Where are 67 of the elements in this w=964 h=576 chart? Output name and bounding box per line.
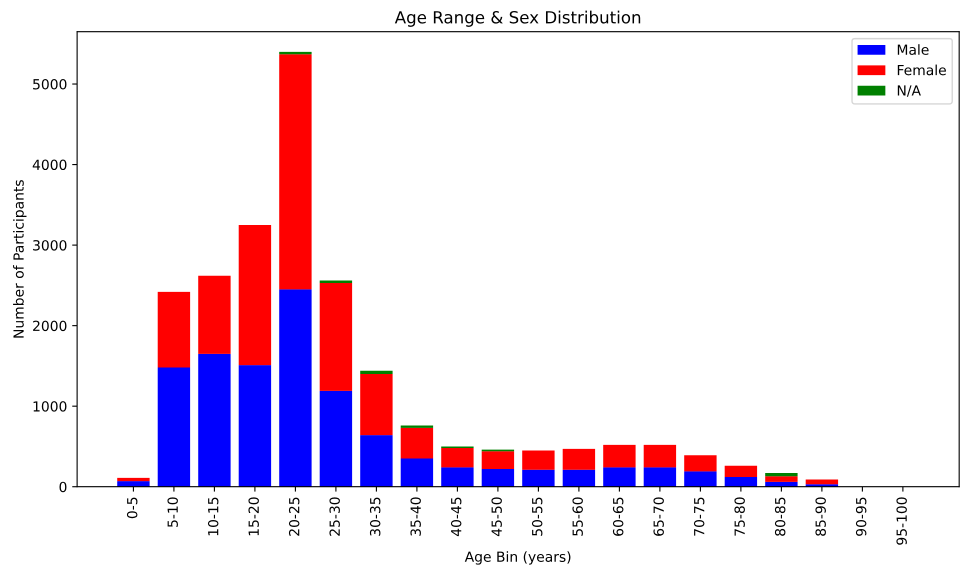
- y-tick-label: 1000: [34, 401, 66, 412]
- bar: [320, 390, 352, 487]
- bar: [360, 370, 393, 374]
- x-tick-label: 95-100: [896, 497, 907, 545]
- bar: [562, 448, 596, 470]
- y-tick-label: 0: [59, 482, 66, 492]
- x-tick-label: 65-70: [653, 497, 664, 536]
- x-tick-label: 10-15: [208, 498, 218, 536]
- bar: [765, 476, 798, 482]
- bar: [198, 276, 231, 354]
- x-tick-label: 30-35: [370, 498, 380, 536]
- bar: [238, 365, 272, 487]
- x-tick-label: 15-20: [248, 497, 259, 536]
- bar: [441, 467, 474, 487]
- bar: [562, 470, 596, 487]
- y-tick-label: 5000: [33, 79, 66, 90]
- bar: [724, 477, 758, 487]
- x-axis-title: Age Bin (years): [464, 551, 570, 565]
- bar: [724, 466, 758, 478]
- bar: [360, 435, 393, 487]
- bar: [279, 54, 312, 290]
- x-tick-label: 45-50: [491, 497, 502, 536]
- x-tick-label: 60-65: [612, 498, 624, 536]
- x-tick-label: 80-85: [774, 498, 786, 536]
- y-tick-label: 4000: [32, 160, 66, 170]
- bar: [806, 479, 838, 484]
- bar: [117, 478, 150, 482]
- legend-label: N/A: [898, 85, 921, 97]
- bar: [522, 470, 555, 487]
- chart-title: Age Range & Sex Distribution: [394, 10, 640, 27]
- x-tick-label: 5-10: [167, 497, 178, 527]
- bar: [522, 450, 555, 470]
- bar: [320, 282, 352, 391]
- x-tick-label: 20-25: [288, 498, 300, 536]
- bar: [644, 467, 676, 487]
- bar: [360, 374, 393, 436]
- x-tick-label: 0-5: [126, 498, 138, 518]
- bar: [482, 451, 514, 469]
- legend-label: Male: [898, 44, 929, 55]
- bar: [644, 444, 676, 468]
- bar: [279, 289, 312, 487]
- x-tick-label: 40-45: [450, 498, 462, 536]
- x-tick-label: 55-60: [572, 497, 583, 536]
- x-tick-label: 75-80: [734, 497, 745, 536]
- x-tick-label: 70-75: [694, 498, 704, 536]
- y-axis-title: Number of Participants: [13, 180, 26, 338]
- bar: [400, 458, 434, 487]
- bar: [603, 444, 636, 468]
- bar: [158, 368, 190, 487]
- bar: [684, 471, 717, 487]
- bar: [158, 292, 190, 368]
- x-tick-label: 25-30: [329, 497, 340, 536]
- x-tick-label: 50-55: [532, 498, 542, 536]
- bar: [198, 354, 231, 487]
- x-tick-label: 90-95: [856, 498, 866, 536]
- y-tick-label: 3000: [33, 240, 66, 251]
- bar: [400, 428, 434, 459]
- bar: [441, 448, 474, 468]
- x-tick-label: 35-40: [410, 497, 421, 536]
- x-tick-label: 85-90: [815, 497, 826, 536]
- bar: [684, 455, 717, 472]
- y-tick-label: 2000: [33, 320, 66, 332]
- legend-label: Female: [898, 64, 946, 76]
- bar: [482, 469, 514, 487]
- bar: [765, 473, 798, 476]
- bar: [238, 224, 272, 366]
- bar: [603, 467, 636, 487]
